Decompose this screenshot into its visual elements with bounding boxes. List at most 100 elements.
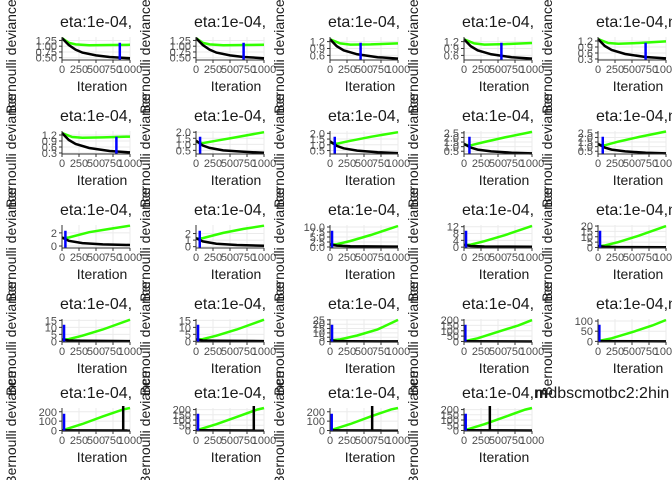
y-tick-label: 1.0 bbox=[310, 140, 325, 152]
x-tick-label: 1000 bbox=[252, 158, 276, 170]
y-tick-label: 1.25 bbox=[36, 35, 57, 47]
y-tick-label: 15 bbox=[581, 226, 593, 238]
y-tick-label: 2.0 bbox=[578, 132, 593, 144]
y-tick-label: 0.9 bbox=[42, 136, 57, 148]
x-axis-title: Iteration bbox=[479, 172, 530, 188]
y-tick-label: 20 bbox=[313, 319, 325, 331]
x-tick-label: 0 bbox=[59, 252, 65, 264]
x-tick-label: 750 bbox=[372, 158, 390, 170]
series-line-valid bbox=[329, 38, 399, 46]
x-tick-label: 500 bbox=[355, 346, 373, 358]
x-tick-label: 750 bbox=[238, 158, 256, 170]
x-tick-label: 500 bbox=[87, 64, 105, 76]
overlap-title-text: mdbscmotbc2:2hin bbox=[535, 385, 669, 402]
series-line-valid bbox=[597, 37, 667, 46]
y-tick-label: 50 bbox=[581, 326, 593, 338]
x-tick-label: 250 bbox=[472, 64, 490, 76]
x-tick-label: 750 bbox=[372, 346, 390, 358]
x-tick-label: 250 bbox=[472, 346, 490, 358]
y-tick-label: 150 bbox=[441, 410, 459, 422]
y-axis-title: Bernoulli deviance bbox=[405, 93, 421, 208]
y-tick-label: 0.5 bbox=[310, 146, 325, 158]
x-axis-title: Iteration bbox=[345, 172, 396, 188]
y-tick-label: 0.6 bbox=[578, 48, 593, 60]
y-tick-label: 0 bbox=[319, 426, 325, 438]
x-tick-label: 0 bbox=[59, 346, 65, 358]
y-tick-label: 5 bbox=[185, 329, 191, 341]
x-tick-label: 0 bbox=[327, 158, 333, 170]
x-axis-title: Iteration bbox=[77, 360, 128, 376]
x-tick-label: 500 bbox=[87, 435, 105, 447]
y-axis-title: Bernoulli deviance bbox=[405, 0, 421, 114]
y-tick-label: 0.6 bbox=[42, 142, 57, 154]
y-tick-label: 0 bbox=[319, 337, 325, 349]
x-tick-label: 500 bbox=[87, 346, 105, 358]
y-tick-label: 0.3 bbox=[578, 54, 593, 66]
x-tick-label: 750 bbox=[238, 252, 256, 264]
y-tick-label: 10 bbox=[179, 322, 191, 334]
panel-title: eta:1e-04, bbox=[328, 202, 400, 219]
series-line-train bbox=[597, 38, 667, 60]
x-tick-label: 250 bbox=[204, 346, 222, 358]
y-tick-label: 0.50 bbox=[36, 53, 57, 65]
panel-title: eta:1e-04, bbox=[60, 296, 132, 313]
x-tick-label: 0 bbox=[193, 158, 199, 170]
x-tick-label: 1000 bbox=[654, 158, 672, 170]
panel-20: eta:1e-04,m05010002505007501000Iteration… bbox=[539, 281, 672, 396]
x-tick-label: 750 bbox=[104, 435, 122, 447]
x-tick-label: 500 bbox=[623, 252, 641, 264]
x-tick-label: 250 bbox=[606, 346, 624, 358]
x-tick-label: 500 bbox=[221, 158, 239, 170]
x-tick-label: 750 bbox=[372, 64, 390, 76]
y-tick-label: 7.5 bbox=[310, 227, 325, 239]
x-axis-title: Iteration bbox=[211, 172, 262, 188]
y-tick-label: 1.2 bbox=[578, 36, 593, 48]
x-tick-label: 0 bbox=[59, 158, 65, 170]
y-tick-label: 0 bbox=[587, 336, 593, 348]
y-tick-label: 1.2 bbox=[42, 130, 57, 142]
x-tick-label: 750 bbox=[104, 64, 122, 76]
x-tick-label: 500 bbox=[489, 435, 507, 447]
x-axis-title: Iteration bbox=[77, 449, 128, 465]
series-line-train bbox=[61, 132, 131, 154]
x-tick-label: 750 bbox=[640, 346, 658, 358]
x-tick-label: 1000 bbox=[118, 64, 142, 76]
x-axis-title: Iteration bbox=[345, 360, 396, 376]
x-tick-label: 0 bbox=[193, 346, 199, 358]
y-tick-label: 50 bbox=[447, 331, 459, 343]
x-tick-label: 0 bbox=[461, 435, 467, 447]
x-tick-label: 750 bbox=[238, 435, 256, 447]
x-tick-label: 250 bbox=[70, 435, 88, 447]
x-tick-label: 250 bbox=[606, 64, 624, 76]
x-tick-label: 0 bbox=[327, 346, 333, 358]
x-tick-label: 500 bbox=[221, 64, 239, 76]
y-tick-label: 100 bbox=[173, 415, 191, 427]
x-tick-label: 0 bbox=[595, 346, 601, 358]
y-axis-title: Bernoulli deviance bbox=[137, 370, 153, 480]
y-tick-label: 12 bbox=[447, 222, 459, 234]
panel-title: eta:1e-04, bbox=[60, 385, 132, 402]
x-tick-label: 1000 bbox=[386, 346, 410, 358]
series-line-valid bbox=[463, 318, 533, 343]
panel-title: eta:1e-04, bbox=[60, 202, 132, 219]
panel-title: eta:1e-04, bbox=[462, 14, 534, 31]
x-tick-label: 500 bbox=[489, 252, 507, 264]
y-tick-label: 0.75 bbox=[36, 47, 57, 59]
y-tick-label: 2.0 bbox=[444, 132, 459, 144]
x-tick-label: 750 bbox=[506, 158, 524, 170]
x-tick-label: 1000 bbox=[654, 64, 672, 76]
panel-title: eta:1e-04, bbox=[328, 108, 400, 125]
y-tick-label: 0.6 bbox=[444, 50, 459, 62]
series-line-valid bbox=[329, 406, 399, 432]
x-tick-label: 500 bbox=[623, 64, 641, 76]
y-tick-label: 1.0 bbox=[176, 139, 191, 151]
panel-title: eta:1e-04, bbox=[60, 108, 132, 125]
x-tick-label: 1000 bbox=[118, 252, 142, 264]
